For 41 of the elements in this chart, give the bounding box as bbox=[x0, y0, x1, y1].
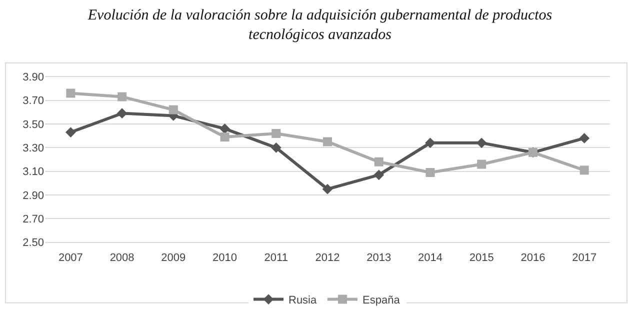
point bbox=[580, 166, 589, 175]
y-tick-label: 3.50 bbox=[22, 118, 44, 131]
point bbox=[220, 132, 230, 142]
x-tick-label: 2014 bbox=[418, 252, 442, 264]
y-tick-label: 3.70 bbox=[22, 95, 44, 108]
y-tick-label: 2.90 bbox=[22, 190, 44, 202]
point bbox=[426, 168, 435, 178]
x-tick-label: 2010 bbox=[212, 252, 238, 264]
x-tick-label: 2012 bbox=[315, 252, 340, 264]
point bbox=[168, 105, 178, 114]
point bbox=[270, 142, 282, 153]
y-tick-label: 2.70 bbox=[22, 214, 44, 226]
y-tick-label: 3.90 bbox=[22, 71, 44, 84]
x-tick-label: 2016 bbox=[520, 252, 546, 264]
legend-label: Rusia bbox=[288, 294, 318, 307]
x-tick-label: 2015 bbox=[469, 252, 494, 264]
x-tick-label: 2009 bbox=[161, 252, 186, 264]
chart-title: Evolución de la valoración sobre la adquisición gubernamental de productos tecnológicos avanzados bbox=[86, 8, 552, 44]
point bbox=[66, 88, 76, 98]
point bbox=[322, 184, 333, 194]
point bbox=[323, 137, 332, 146]
y-tick-label: 3.30 bbox=[22, 142, 44, 155]
x-tick-label: 2007 bbox=[58, 252, 83, 264]
y-tick-label: 2.50 bbox=[22, 237, 44, 250]
point bbox=[477, 160, 486, 169]
x-tick-label: 2008 bbox=[110, 252, 134, 264]
point bbox=[118, 92, 127, 102]
point bbox=[220, 124, 230, 134]
legend-label: España bbox=[362, 294, 401, 307]
y-tick-label: 3.10 bbox=[22, 166, 44, 178]
x-tick-label: 2013 bbox=[366, 252, 392, 264]
x-tick-label: 2017 bbox=[572, 252, 597, 264]
point bbox=[579, 132, 590, 144]
point bbox=[65, 127, 76, 138]
point bbox=[425, 138, 436, 148]
x-tick-label: 2011 bbox=[264, 252, 288, 264]
point bbox=[374, 157, 384, 166]
point bbox=[374, 170, 384, 180]
point bbox=[116, 108, 128, 119]
point bbox=[272, 128, 281, 138]
point bbox=[476, 138, 487, 148]
